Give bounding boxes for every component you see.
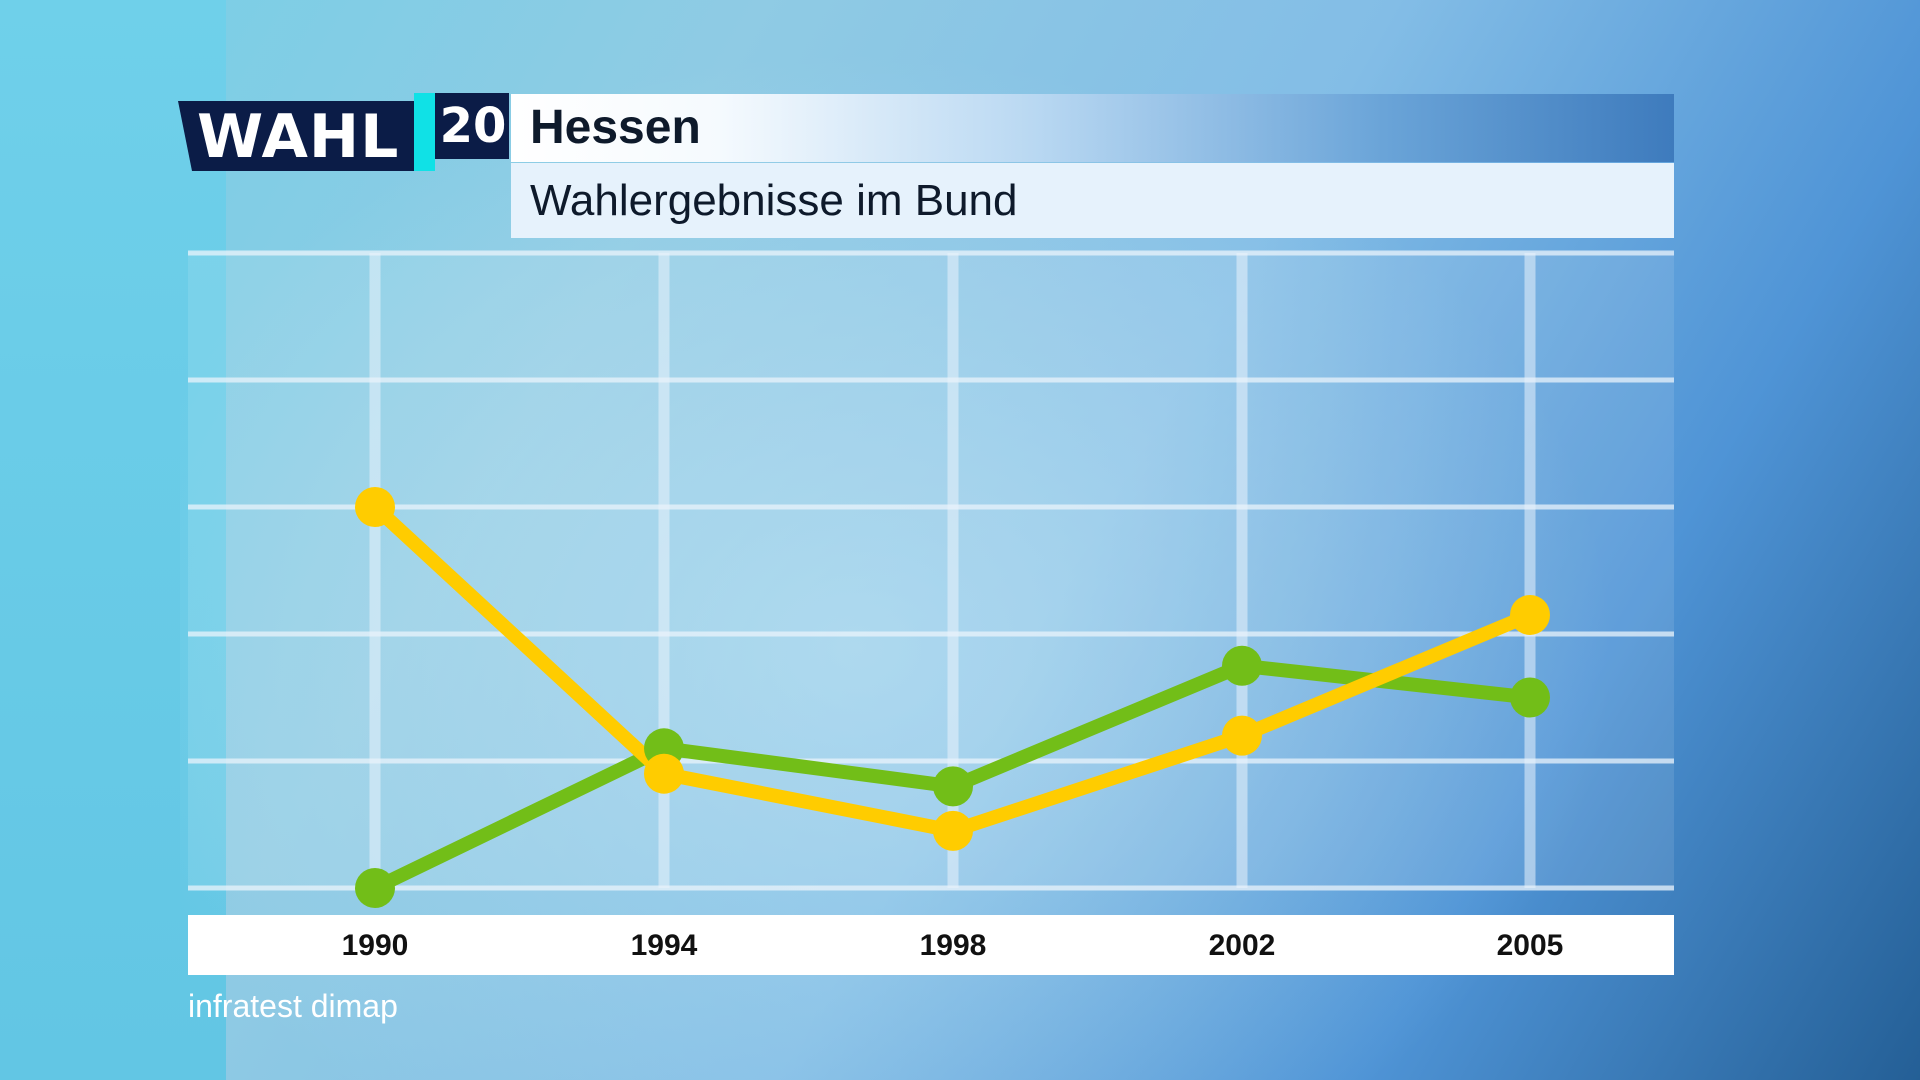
series-1-point bbox=[933, 810, 973, 851]
source-credit: infratest dimap bbox=[188, 988, 398, 1024]
series-1-point bbox=[355, 487, 395, 527]
wahl-logo-text: WAHL bbox=[197, 102, 400, 172]
series-1-point bbox=[1510, 594, 1550, 635]
series-1-point bbox=[644, 753, 684, 794]
series-0-point bbox=[933, 766, 973, 807]
wahl-logo-number-box bbox=[435, 93, 509, 159]
x-tick-label: 1998 bbox=[920, 929, 987, 962]
title-bar bbox=[511, 94, 1674, 162]
x-tick-label: 1994 bbox=[631, 929, 698, 962]
page-title: Hessen bbox=[530, 101, 701, 154]
wahl-logo-number: 20 bbox=[439, 98, 507, 154]
series-1-point bbox=[1222, 715, 1262, 756]
series-0-point bbox=[355, 868, 395, 908]
x-tick-label: 1990 bbox=[342, 929, 409, 962]
series-0-point bbox=[1222, 645, 1262, 686]
x-tick-label: 2005 bbox=[1497, 929, 1564, 962]
x-axis-strip bbox=[188, 915, 1674, 975]
wahl-logo-accent bbox=[414, 93, 435, 171]
page-subtitle: Wahlergebnisse im Bund bbox=[530, 176, 1018, 225]
series-0-point bbox=[1510, 677, 1550, 718]
subtitle-bar bbox=[511, 163, 1674, 238]
x-tick-label: 2002 bbox=[1209, 929, 1276, 962]
wahl-logo bbox=[178, 101, 414, 171]
